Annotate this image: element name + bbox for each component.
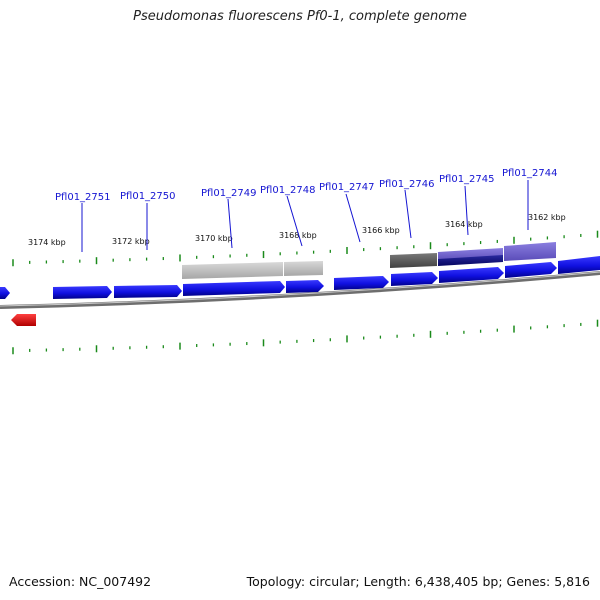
gene-arrow-pfl01-2748[interactable] <box>286 280 324 293</box>
gene-label-pfl01-2751[interactable]: Pfl01_2751 <box>55 192 111 203</box>
kbp-label-3164: 3164 kbp <box>445 220 483 229</box>
kbp-label-3166: 3166 kbp <box>362 226 400 235</box>
gene-arrow-pfl01-2751[interactable] <box>53 286 112 299</box>
gene-label-pfl01-2745[interactable]: Pfl01_2745 <box>439 174 495 185</box>
feature-block-navy[interactable] <box>438 255 503 266</box>
feature-block-light-gray-2[interactable] <box>284 261 323 276</box>
gene-label-pfl01-2747[interactable]: Pfl01_2747 <box>319 182 375 193</box>
page-title: Pseudomonas fluorescens Pf0-1, complete … <box>133 9 467 24</box>
tick-row-lower <box>12 319 599 355</box>
gene-arrow-pfl01-2746[interactable] <box>391 272 438 286</box>
kbp-label-3172: 3172 kbp <box>112 237 150 246</box>
genome-backbone <box>0 271 600 309</box>
tick-row-upper <box>12 230 599 267</box>
feature-block-purple-2[interactable] <box>504 242 556 261</box>
gene-label-pfl01-2744[interactable]: Pfl01_2744 <box>502 168 558 179</box>
gene-arrow-left-edge[interactable] <box>0 287 10 299</box>
accession-label: Accession: NC_007492 <box>9 574 152 589</box>
gene-label-leaders <box>81 180 529 252</box>
gene-arrow-pfl01-2747[interactable] <box>334 276 389 290</box>
kbp-label-3170: 3170 kbp <box>195 234 233 243</box>
gene-arrow-pfl01-2750[interactable] <box>114 285 182 298</box>
gene-arrow-pfl01-2744[interactable] <box>505 262 557 278</box>
kbp-label-3174: 3174 kbp <box>28 238 66 247</box>
gene-label-pfl01-2749[interactable]: Pfl01_2749 <box>201 188 257 199</box>
gene-arrow-right-edge[interactable] <box>558 256 600 274</box>
gene-label-pfl01-2746[interactable]: Pfl01_2746 <box>379 179 435 190</box>
kbp-label-3162: 3162 kbp <box>528 213 566 222</box>
gene-arrow-pfl01-2745[interactable] <box>439 267 504 283</box>
gene-label-pfl01-2748[interactable]: Pfl01_2748 <box>260 185 316 196</box>
feature-block-light-gray-1[interactable] <box>182 262 283 279</box>
feature-block-dark-gray[interactable] <box>390 253 437 268</box>
genome-summary: Topology: circular; Length: 6,438,405 bp… <box>246 574 590 589</box>
kbp-label-3168: 3168 kbp <box>279 231 317 240</box>
gene-arrow-reverse[interactable] <box>11 314 36 326</box>
genome-backbone-highlight <box>0 271 600 307</box>
gene-arrow-pfl01-2749[interactable] <box>183 281 285 296</box>
gene-label-pfl01-2750[interactable]: Pfl01_2750 <box>120 191 176 202</box>
